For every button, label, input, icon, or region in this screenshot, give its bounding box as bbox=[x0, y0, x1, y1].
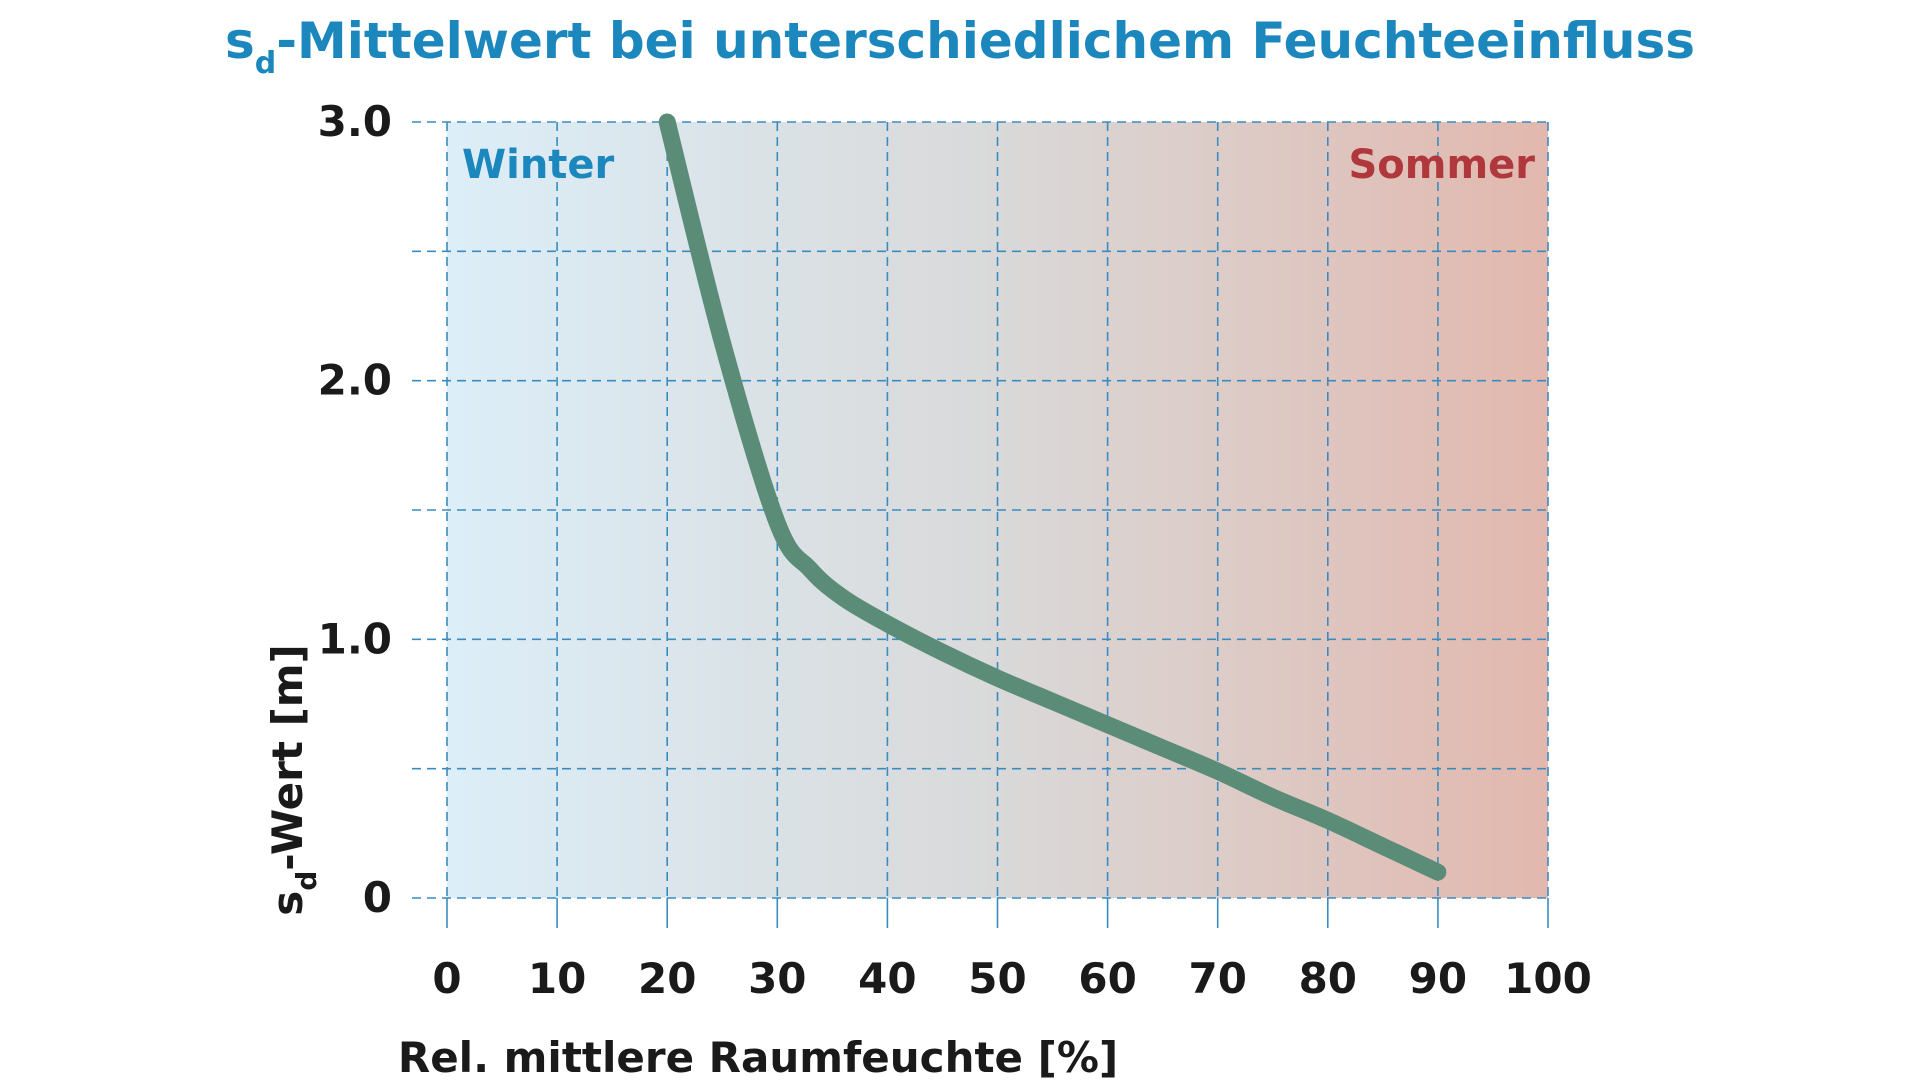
ylabel-main-text: s bbox=[263, 891, 312, 916]
y-tick-label: 3.0 bbox=[318, 97, 392, 146]
x-tick-label: 70 bbox=[1188, 954, 1246, 1003]
x-tick-label: 60 bbox=[1078, 954, 1136, 1003]
ylabel-rest-text: -Wert [m] bbox=[263, 644, 312, 870]
y-tick-label: 0 bbox=[363, 873, 392, 922]
y-tick-label: 2.0 bbox=[318, 356, 392, 405]
x-tick-label: 80 bbox=[1299, 954, 1357, 1003]
y-axis-label: sd-Wert [m] bbox=[263, 644, 323, 915]
x-tick-label: 50 bbox=[968, 954, 1026, 1003]
title-main-text: s bbox=[225, 12, 255, 70]
axis-tick-marks bbox=[446, 898, 1549, 928]
series-line-0 bbox=[658, 113, 1447, 881]
ylabel-subscript: d bbox=[290, 871, 323, 891]
x-tick-label: 40 bbox=[858, 954, 916, 1003]
x-tick-label: 30 bbox=[748, 954, 806, 1003]
x-tick-label: 0 bbox=[432, 954, 461, 1003]
y-tick-label: 1.0 bbox=[318, 614, 392, 663]
x-tick-label: 20 bbox=[638, 954, 696, 1003]
x-tick-label: 90 bbox=[1409, 954, 1467, 1003]
x-axis-label: Rel. mittlere Raumfeuchte [%] bbox=[398, 1033, 1118, 1080]
x-tick-label: 10 bbox=[528, 954, 586, 1003]
x-tick-label: 100 bbox=[1504, 954, 1592, 1003]
annotation-sommer: Sommer bbox=[1348, 142, 1535, 188]
title-subscript: d bbox=[255, 46, 276, 81]
chart-title: sd-Mittelwert bei unterschiedlichem Feuc… bbox=[225, 12, 1695, 81]
tick-labels: 0 10 20 30 40 50 60 70 80 90 100 0 1.0 2.0 3.0 bbox=[318, 97, 1592, 1003]
annotation-winter: Winter bbox=[462, 142, 615, 188]
title-rest-text: -Mittelwert bei unterschiedlichem Feucht… bbox=[276, 12, 1695, 70]
data-series bbox=[658, 113, 1447, 881]
